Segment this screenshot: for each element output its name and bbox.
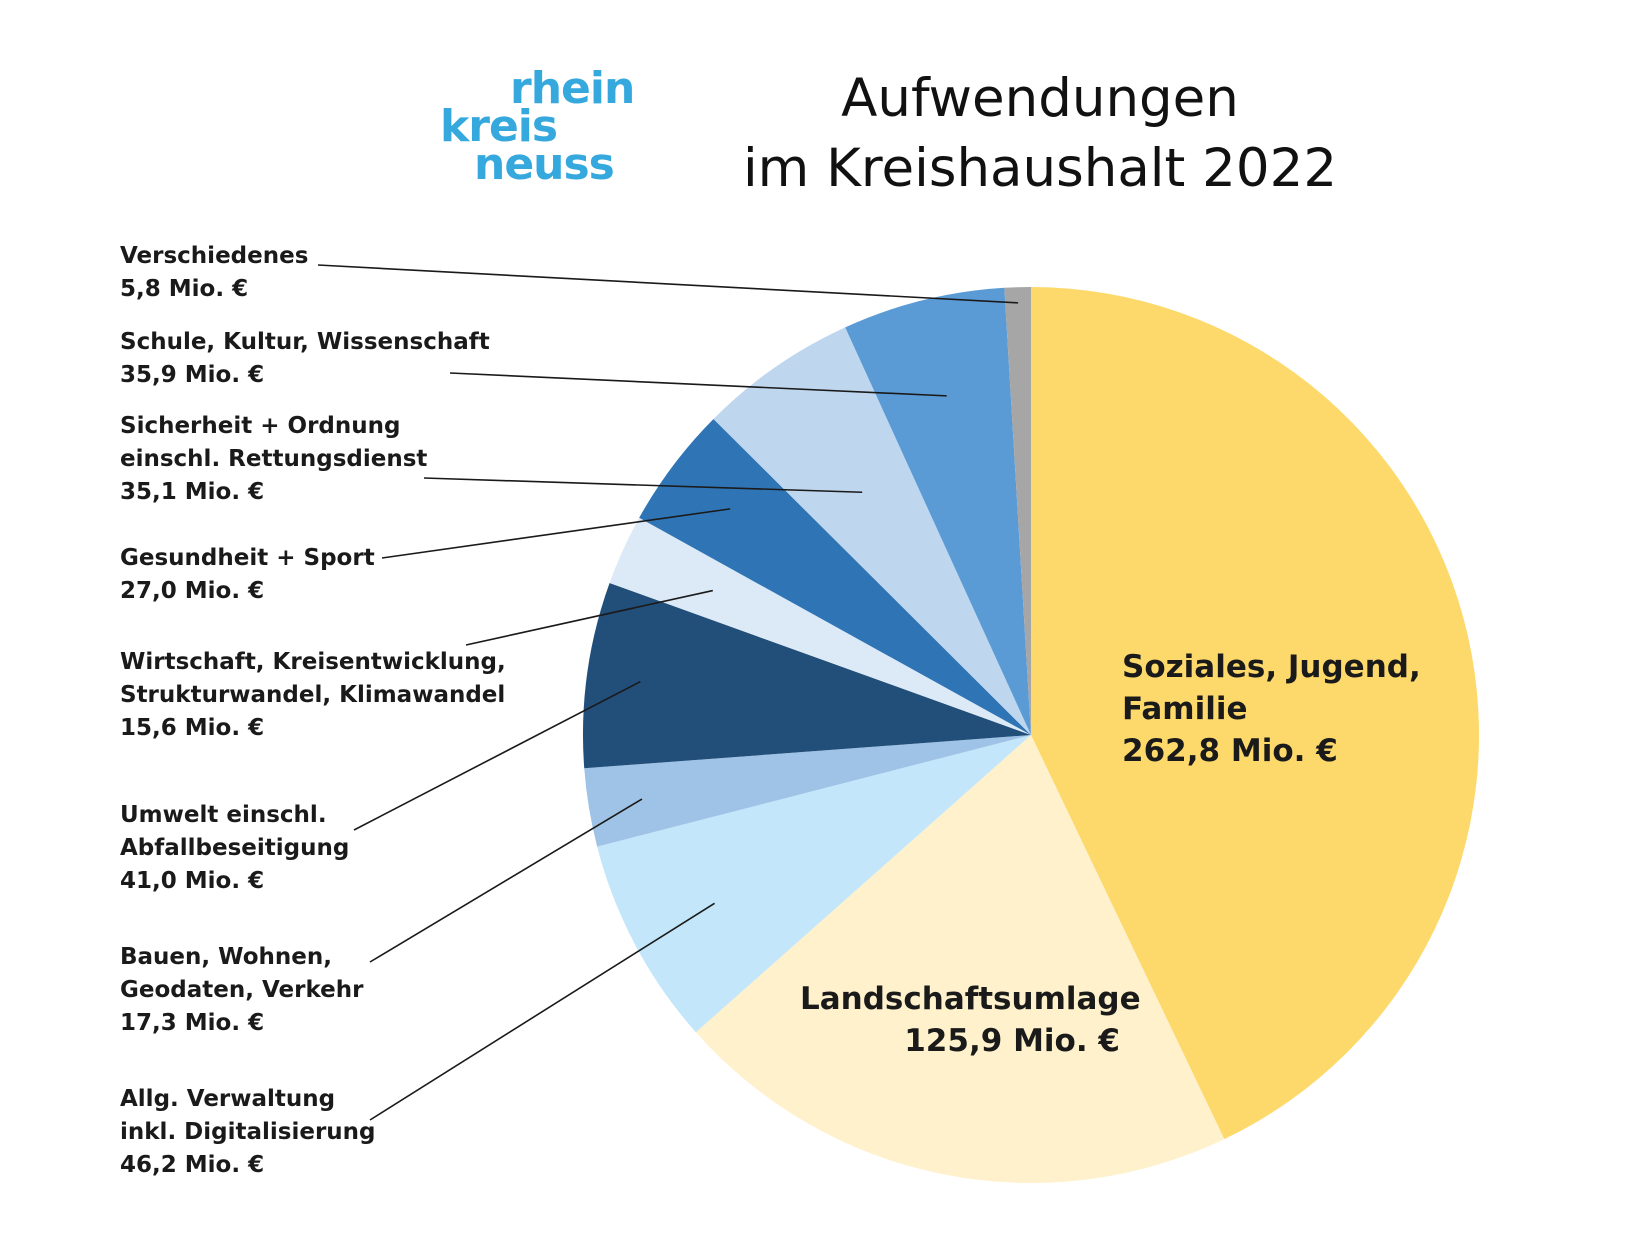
slice-value-bauen: 17,3 Mio. € <box>120 1010 265 1036</box>
slice-label-landschaftsumlage-line-1: Landschaftsumlage <box>800 981 1141 1017</box>
chart-title: Aufwendungen im Kreishaushalt 2022 <box>720 64 1360 204</box>
slice-label-verwaltung-line-1: Allg. Verwaltung <box>120 1086 336 1112</box>
pie-slice-landschaftsumlage <box>695 735 1225 1183</box>
slice-value-schule: 35,9 Mio. € <box>120 362 265 388</box>
leader-line-schule <box>449 372 947 397</box>
slice-value-sicherheit: 35,1 Mio. € <box>120 479 265 505</box>
logo-line-neuss: neuss <box>474 139 615 190</box>
pie-slice-umwelt <box>583 583 1031 769</box>
slice-label-verwaltung: Allg. Verwaltung inkl. Digitalisierung 4… <box>120 1083 376 1182</box>
slice-label-wirtschaft: Wirtschaft, Kreisentwicklung, Strukturwa… <box>120 646 506 745</box>
pie-slice-verwaltung <box>597 735 1031 1033</box>
pie-slice-sicherheit <box>713 327 1031 735</box>
slice-label-verschiedenes-line-1: Verschiedenes <box>120 243 309 269</box>
leader-line-wirtschaft <box>465 589 713 646</box>
pie-slice-wirtschaft <box>609 517 1031 735</box>
slice-label-soziales-line-1: Soziales, Jugend, <box>1122 649 1421 685</box>
leader-line-verwaltung <box>369 902 715 1121</box>
slice-label-sicherheit: Sicherheit + Ordnung einschl. Rettungsdi… <box>120 410 427 509</box>
slice-label-soziales-line-2: Familie <box>1122 691 1248 727</box>
leader-line-verschiedenes <box>317 264 1019 304</box>
slice-label-umwelt-line-1: Umwelt einschl. <box>120 802 327 828</box>
slice-label-verschiedenes: Verschiedenes 5,8 Mio. € <box>120 240 308 306</box>
pie-slice-verschiedenes <box>1004 287 1031 735</box>
pie-slice-gesundheit <box>639 418 1031 735</box>
slice-label-bauen-line-1: Bauen, Wohnen, <box>120 944 332 970</box>
slice-label-soziales: Soziales, Jugend, Familie 262,8 Mio. € <box>1122 646 1421 772</box>
logo-line-rhein: rhein <box>510 63 635 114</box>
slice-label-schule: Schule, Kultur, Wissenschaft 35,9 Mio. € <box>120 326 490 392</box>
leader-line-umwelt <box>353 680 641 831</box>
chart-title-line-1: Aufwendungen <box>841 68 1239 129</box>
slice-label-landschaftsumlage: Landschaftsumlage 125,9 Mio. € <box>800 978 1141 1062</box>
slice-label-gesundheit-line-1: Gesundheit + Sport <box>120 545 375 571</box>
slice-value-umwelt: 41,0 Mio. € <box>120 868 265 894</box>
chart-title-line-2: im Kreishaushalt 2022 <box>742 138 1338 199</box>
leader-line-gesundheit <box>381 508 731 559</box>
slice-label-sicherheit-line-1: Sicherheit + Ordnung <box>120 413 401 439</box>
leader-line-sicherheit <box>423 477 863 494</box>
leader-line-bauen <box>369 798 643 963</box>
slice-value-verwaltung: 46,2 Mio. € <box>120 1152 265 1178</box>
slice-label-umwelt-line-2: Abfallbeseitigung <box>120 835 350 861</box>
slice-value-wirtschaft: 15,6 Mio. € <box>120 715 265 741</box>
logo-line-kreis: kreis <box>440 101 558 152</box>
slice-value-gesundheit: 27,0 Mio. € <box>120 578 265 604</box>
slice-label-verwaltung-line-2: inkl. Digitalisierung <box>120 1119 376 1145</box>
slice-label-wirtschaft-line-2: Strukturwandel, Klimawandel <box>120 682 506 708</box>
slice-label-sicherheit-line-2: einschl. Rettungsdienst <box>120 446 428 472</box>
slice-label-gesundheit: Gesundheit + Sport 27,0 Mio. € <box>120 542 375 608</box>
slice-value-soziales: 262,8 Mio. € <box>1122 733 1338 769</box>
pie-slice-schule <box>845 287 1031 735</box>
slice-label-bauen-line-2: Geodaten, Verkehr <box>120 977 364 1003</box>
slice-label-umwelt: Umwelt einschl. Abfallbeseitigung 41,0 M… <box>120 799 349 898</box>
slice-label-wirtschaft-line-1: Wirtschaft, Kreisentwicklung, <box>120 649 506 675</box>
pie-slice-soziales <box>1031 287 1480 1140</box>
slice-value-landschaftsumlage: 125,9 Mio. € <box>904 1023 1120 1059</box>
slice-label-bauen: Bauen, Wohnen, Geodaten, Verkehr 17,3 Mi… <box>120 941 363 1040</box>
rhein-kreis-neuss-logo: rhein kreis neuss <box>440 63 635 190</box>
pie-slice-bauen <box>584 735 1031 847</box>
slice-label-schule-line-1: Schule, Kultur, Wissenschaft <box>120 329 490 355</box>
slice-value-verschiedenes: 5,8 Mio. € <box>120 276 249 302</box>
